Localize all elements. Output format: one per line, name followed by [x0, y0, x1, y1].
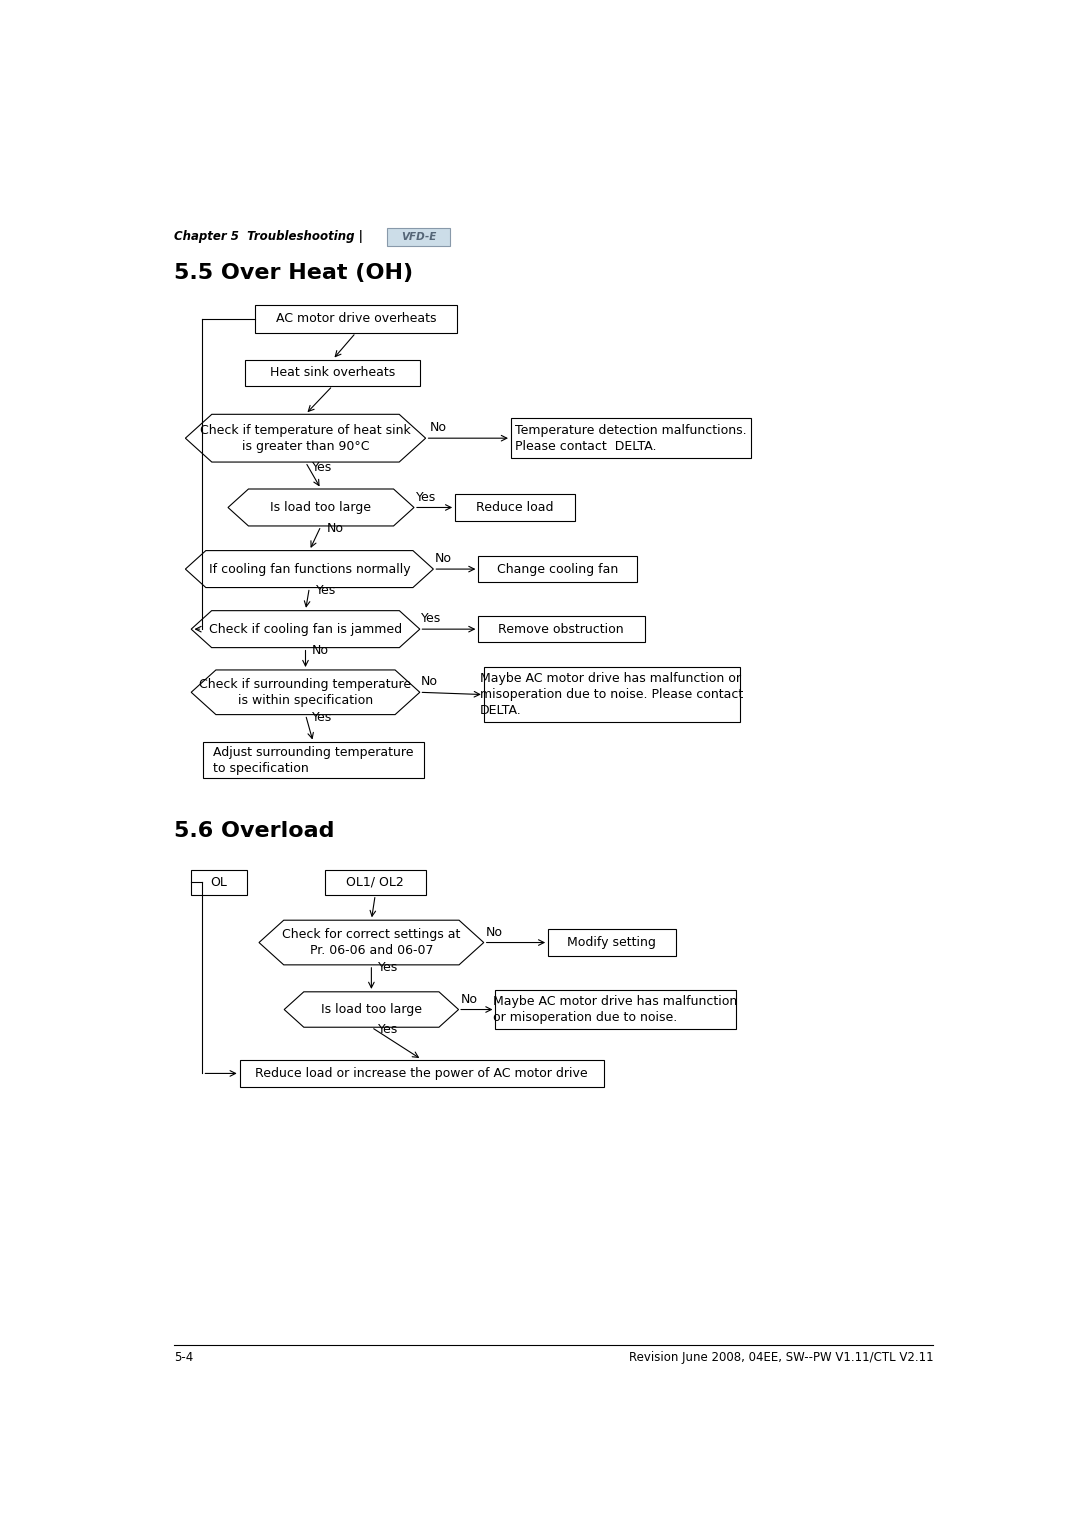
Polygon shape	[228, 489, 414, 526]
Polygon shape	[191, 670, 420, 715]
Text: Check if cooling fan is jammed: Check if cooling fan is jammed	[208, 623, 402, 635]
Text: 5-4: 5-4	[174, 1351, 193, 1364]
Text: Reduce load: Reduce load	[476, 502, 554, 514]
Text: Modify setting: Modify setting	[567, 936, 656, 950]
Text: Is load too large: Is load too large	[270, 502, 372, 514]
Text: Check if surrounding temperature
is within specification: Check if surrounding temperature is with…	[200, 678, 411, 707]
Polygon shape	[191, 611, 420, 647]
FancyBboxPatch shape	[203, 742, 423, 778]
Text: Yes: Yes	[416, 491, 436, 503]
Text: Temperature detection malfunctions.
Please contact  DELTA.: Temperature detection malfunctions. Plea…	[515, 423, 746, 453]
Text: No: No	[460, 992, 477, 1006]
FancyBboxPatch shape	[455, 494, 575, 520]
Text: OL: OL	[211, 876, 227, 890]
Text: Maybe AC motor drive has malfunction or
misoperation due to noise. Please contac: Maybe AC motor drive has malfunction or …	[480, 672, 743, 716]
FancyBboxPatch shape	[325, 870, 426, 894]
Text: 5.5 Over Heat (OH): 5.5 Over Heat (OH)	[174, 262, 413, 282]
FancyBboxPatch shape	[511, 419, 751, 459]
Text: No: No	[430, 422, 446, 434]
Text: No: No	[421, 675, 438, 689]
Polygon shape	[186, 551, 433, 588]
Text: Yes: Yes	[378, 1023, 397, 1037]
Text: No: No	[435, 552, 451, 565]
FancyBboxPatch shape	[240, 1060, 604, 1088]
Text: If cooling fan functions normally: If cooling fan functions normally	[208, 563, 410, 575]
Text: Maybe AC motor drive has malfunction
or misoperation due to noise.: Maybe AC motor drive has malfunction or …	[494, 996, 738, 1025]
FancyBboxPatch shape	[496, 991, 735, 1029]
Polygon shape	[259, 920, 484, 965]
FancyBboxPatch shape	[255, 305, 457, 333]
Text: VFD-E: VFD-E	[401, 232, 436, 242]
FancyBboxPatch shape	[245, 359, 420, 387]
Text: Is load too large: Is load too large	[321, 1003, 422, 1016]
Polygon shape	[186, 414, 426, 462]
Text: Reduce load or increase the power of AC motor drive: Reduce load or increase the power of AC …	[256, 1068, 589, 1080]
Text: Check if temperature of heat sink
is greater than 90°C: Check if temperature of heat sink is gre…	[200, 423, 410, 453]
Text: No: No	[486, 925, 503, 939]
Text: Chapter 5  Troubleshooting |: Chapter 5 Troubleshooting |	[174, 230, 363, 242]
Text: Yes: Yes	[378, 962, 397, 974]
Text: Check for correct settings at
Pr. 06-06 and 06-07: Check for correct settings at Pr. 06-06 …	[282, 928, 460, 957]
Text: Yes: Yes	[315, 584, 336, 597]
Text: OL1/ OL2: OL1/ OL2	[347, 876, 404, 890]
FancyBboxPatch shape	[387, 229, 450, 245]
Text: Adjust surrounding temperature
to specification: Adjust surrounding temperature to specif…	[213, 746, 414, 775]
Text: Heat sink overheats: Heat sink overheats	[270, 367, 395, 379]
FancyBboxPatch shape	[548, 930, 676, 956]
FancyBboxPatch shape	[478, 555, 637, 583]
Text: Yes: Yes	[312, 710, 332, 724]
Text: Yes: Yes	[312, 460, 332, 474]
Text: AC motor drive overheats: AC motor drive overheats	[275, 313, 436, 325]
Text: No: No	[327, 522, 345, 535]
Text: Yes: Yes	[421, 612, 442, 626]
Text: Change cooling fan: Change cooling fan	[497, 563, 618, 575]
Text: 5.6 Overload: 5.6 Overload	[174, 821, 334, 841]
Text: No: No	[312, 644, 328, 657]
FancyBboxPatch shape	[484, 667, 740, 723]
FancyBboxPatch shape	[478, 617, 645, 643]
FancyBboxPatch shape	[191, 870, 246, 894]
Polygon shape	[284, 992, 459, 1028]
Text: Remove obstruction: Remove obstruction	[499, 623, 624, 635]
Text: Revision June 2008, 04EE, SW--PW V1.11/CTL V2.11: Revision June 2008, 04EE, SW--PW V1.11/C…	[629, 1351, 933, 1364]
